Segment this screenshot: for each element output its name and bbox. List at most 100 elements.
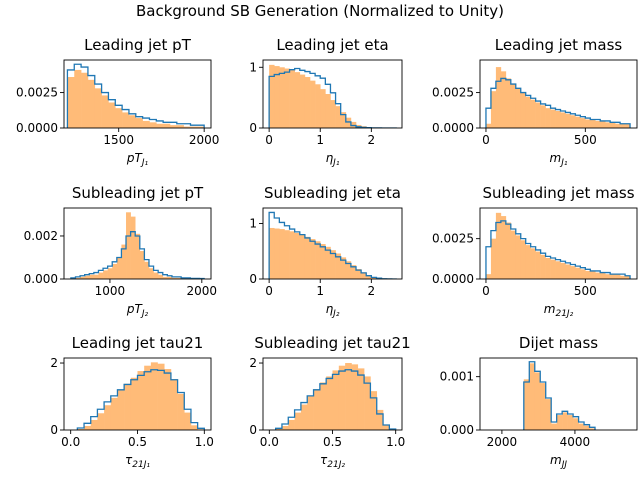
y-tick-label: 0.0000 [16,121,58,135]
panel-title: Subleading jet mass [482,184,634,202]
fill-bars [269,227,393,279]
panel-4: 0 1 2 0 1 Subleading jet eta ηJ₂ [249,184,403,319]
hist-bar [163,123,171,128]
fill-bars [485,67,631,128]
hist-bar [560,262,566,279]
hist-bar [288,419,295,430]
fill-bars [70,212,205,279]
hist-bar [183,126,191,128]
hist-bar [130,216,136,279]
x-tick-label: 0.0 [61,435,80,449]
y-tick-label: 0.0000 [432,272,474,286]
y-tick-label: 1 [249,60,257,74]
hist-bar [575,116,581,128]
hist-bar [87,79,96,128]
fill-bars [485,212,631,279]
hist-bar [525,245,531,279]
y-tick-label: 2 [249,356,257,370]
axes-frame [479,207,638,280]
hist-bar [156,123,164,128]
hist-bar [585,119,591,128]
hist-bar [117,390,125,430]
hist-bar [610,274,616,279]
hist-bar [510,230,517,279]
hist-bar [284,230,290,279]
fill-bars [77,362,205,430]
hist-bar [313,389,321,430]
step-line [76,369,205,430]
hist-bar [600,120,606,128]
panel-title: Leading jet tau21 [72,334,204,352]
panel-title: Subleading jet eta [264,184,401,202]
y-tick-label: 0.000 [440,423,474,437]
hist-bar [535,102,541,128]
panel-title: Subleading jet tau21 [254,334,410,352]
y-tick-label: 0.0000 [432,121,474,135]
hist-bar [510,84,517,128]
panel-2: 0 500 0.0000 0.0025 Leading jet mass mJ₁ [432,36,638,168]
hist-bar [304,236,311,279]
hist-bar [176,125,184,128]
hist-bar [520,240,527,279]
hist-bar [332,370,340,430]
hist-bar [107,268,113,279]
hist-bar [578,423,585,430]
panel-title: Subleading jet pT [72,184,204,202]
x-tick-label: 2000 [189,133,220,147]
hist-bar [84,275,90,279]
hist-bar [356,269,362,279]
x-tick-label: 1 [316,284,324,298]
hist-bar [325,94,331,128]
hist-bar [294,232,301,279]
axes-frame [479,59,638,129]
panel-1: 0 1 2 0 1 Leading jet eta ηJ₁ [249,36,403,168]
hist-bar [330,250,336,279]
x-tick-label: 1000 [95,284,126,298]
hist-bar [299,74,306,128]
fill-bars [523,363,596,430]
hist-bar [284,68,290,128]
panel-7: 0.0 0.5 1.0 0 2 Subleading jet tau21 τ21J₂ [249,334,410,470]
y-tick-label: 0.0025 [432,86,474,100]
x-axis-label: pTJ₂ [126,302,149,319]
hist-bar [590,270,596,279]
hist-bar [540,105,546,128]
hist-bar [279,67,285,128]
y-tick-label: 0.0025 [432,232,474,246]
hist-bar [620,275,626,279]
hist-bar [605,122,611,128]
panel-3: 1000 2000 0.000 0.002 Subleading jet pT pTJ₂ [24,184,217,319]
y-tick-label: 0.0025 [16,86,58,100]
y-tick-label: 0 [249,121,257,135]
step-line [523,361,596,430]
hist-bar [281,425,289,430]
hist-bar [190,126,198,128]
panel-title: Leading jet pT [84,36,192,54]
x-tick-label: 2000 [487,435,518,449]
hist-bar [299,234,306,279]
hist-bar [550,259,556,279]
hist-bar [340,112,347,128]
hist-bar [485,123,492,128]
hist-bar [573,418,579,430]
hist-bar [500,216,507,279]
x-tick-label: 0.5 [128,435,147,449]
hist-bar [610,122,616,128]
hist-bar [580,269,586,279]
hist-bar [500,71,507,128]
hist-bar [562,412,568,430]
hist-bar [167,276,173,279]
hist-bar [80,276,85,279]
hist-bar [364,376,371,430]
panel-0: 1500 2000 0.0000 0.0025 Leading jet pT pTJ₁ [16,36,219,168]
hist-bar [294,72,301,128]
hist-bar [158,274,164,279]
x-tick-label: 500 [574,284,597,298]
hist-bar [545,399,552,430]
hist-bar [345,261,352,279]
hist-bar [485,274,492,279]
hist-bar [177,393,185,430]
hist-bar [326,376,333,430]
hist-bar [625,123,631,128]
hist-bar [108,102,116,128]
